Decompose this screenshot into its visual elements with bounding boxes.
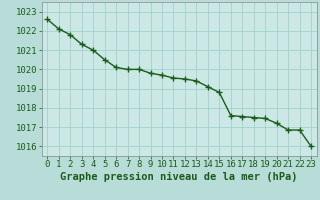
X-axis label: Graphe pression niveau de la mer (hPa): Graphe pression niveau de la mer (hPa) <box>60 172 298 182</box>
